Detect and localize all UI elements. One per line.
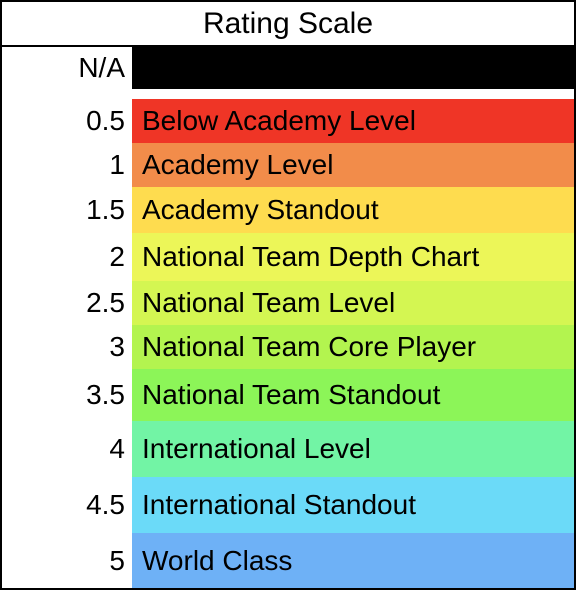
table-row: 0.5 Below Academy Level (2, 99, 574, 143)
rating-label: Below Academy Level (132, 99, 574, 143)
table-row: 3 National Team Core Player (2, 325, 574, 369)
rating-score: N/A (2, 47, 132, 89)
table-row: N/A (2, 47, 574, 89)
table-row: 4.5 International Standout (2, 477, 574, 533)
rating-score: 1.5 (2, 187, 132, 233)
rating-label: Academy Level (132, 143, 574, 187)
table-row: 2.5 National Team Level (2, 281, 574, 325)
rating-label: World Class (132, 533, 574, 588)
table-row: 1.5 Academy Standout (2, 187, 574, 233)
rating-rows: N/A 0.5 Below Academy Level 1 Academy Le… (2, 47, 574, 588)
table-row: 4 International Level (2, 421, 574, 477)
rating-label (132, 47, 574, 89)
rating-score: 1 (2, 143, 132, 187)
table-row: 5 World Class (2, 533, 574, 588)
rating-score: 4.5 (2, 477, 132, 533)
rating-label: Academy Standout (132, 187, 574, 233)
rating-score: 4 (2, 421, 132, 477)
rating-label: National Team Core Player (132, 325, 574, 369)
rating-score: 2 (2, 233, 132, 281)
rating-label: National Team Standout (132, 369, 574, 421)
table-row: 1 Academy Level (2, 143, 574, 187)
rating-label: International Level (132, 421, 574, 477)
rating-score: 5 (2, 533, 132, 588)
rating-score: 3.5 (2, 369, 132, 421)
table-row: 3.5 National Team Standout (2, 369, 574, 421)
rating-label: National Team Level (132, 281, 574, 325)
rating-label: National Team Depth Chart (132, 233, 574, 281)
rating-label: International Standout (132, 477, 574, 533)
table-row: 2 National Team Depth Chart (2, 233, 574, 281)
rating-score: 0.5 (2, 99, 132, 143)
rating-score: 3 (2, 325, 132, 369)
table-title: Rating Scale (2, 2, 574, 47)
rating-score: 2.5 (2, 281, 132, 325)
